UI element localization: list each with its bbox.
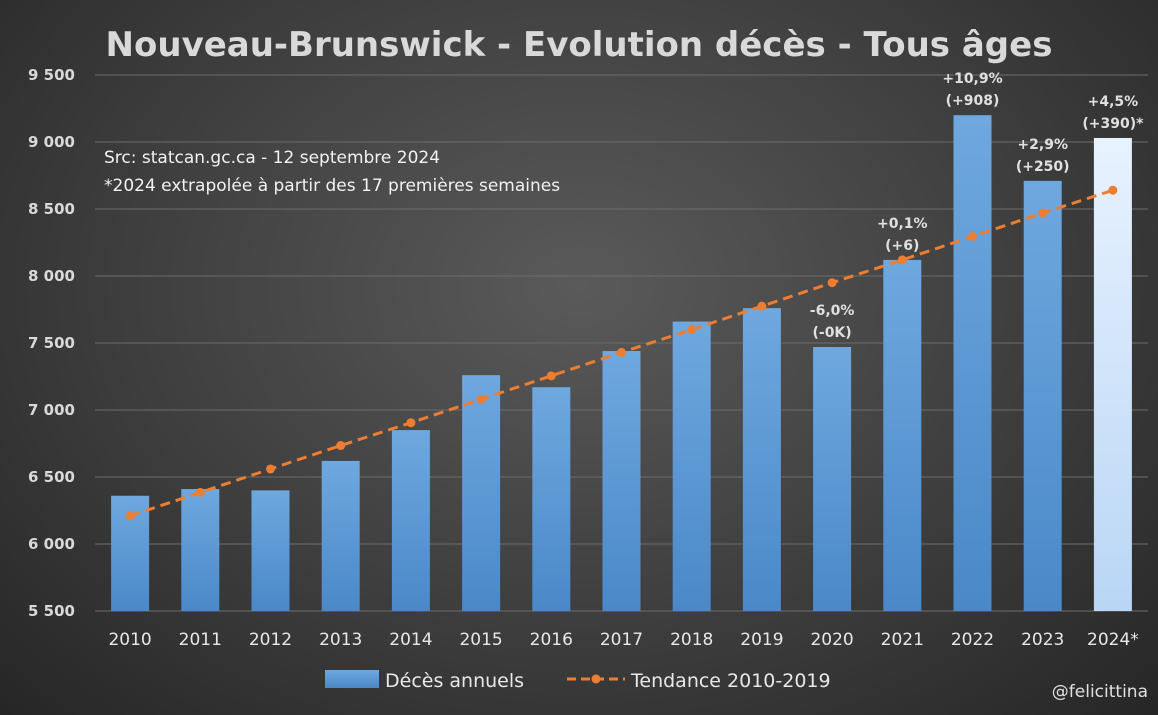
bar xyxy=(1093,137,1132,612)
y-tick-label: 6 000 xyxy=(28,535,75,553)
data-label: (-0K) xyxy=(812,325,851,341)
data-label: (+250) xyxy=(1016,159,1070,175)
x-tick-label: 2023 xyxy=(1021,630,1064,650)
x-tick-label: 2011 xyxy=(179,630,222,650)
x-tick-label: 2012 xyxy=(249,630,292,650)
bar xyxy=(251,490,290,611)
x-tick-label: 2017 xyxy=(600,630,643,650)
bar xyxy=(321,460,360,611)
x-tick-label: 2013 xyxy=(319,630,362,650)
y-tick-label: 7 500 xyxy=(28,334,75,352)
data-labels: -6,0% (-0K) +0,1% (+6) +10,9% (+908) +2,9% (+25… xyxy=(810,71,1144,341)
bar-series xyxy=(111,115,1132,612)
data-label: +10,9% xyxy=(942,71,1002,87)
source-note: Src: statcan.gc.ca - 12 septembre 2024 xyxy=(104,148,440,168)
legend-line-marker xyxy=(591,674,601,684)
bar xyxy=(672,321,711,611)
legend-bar-swatch xyxy=(325,670,379,688)
bar xyxy=(602,351,641,611)
chart-title: Nouveau-Brunswick - Evolution décès - To… xyxy=(106,25,1053,65)
y-tick-label: 8 500 xyxy=(28,200,75,218)
bar xyxy=(953,115,992,611)
legend-bar-label: Décès annuels xyxy=(385,670,524,692)
trend-point xyxy=(897,255,907,265)
y-tick-label: 6 500 xyxy=(28,468,75,486)
data-label: +4,5% xyxy=(1088,94,1139,110)
bar xyxy=(1023,180,1062,612)
trend-point xyxy=(968,231,977,241)
legend: Décès annuels Tendance 2010-2019 xyxy=(325,670,831,692)
x-axis-ticks: 2010 2011 2012 2013 2014 2015 2016 2017 2018 2019… xyxy=(108,630,1138,650)
x-tick-label: 2010 xyxy=(108,630,151,650)
data-label: (+390)* xyxy=(1082,116,1144,132)
x-tick-label: 2015 xyxy=(459,630,502,650)
bar xyxy=(181,489,220,611)
trend-point xyxy=(476,394,486,404)
data-label: -6,0% xyxy=(810,303,855,319)
bar xyxy=(391,430,430,611)
data-label: (+908) xyxy=(946,93,1000,109)
data-label: +2,9% xyxy=(1017,137,1068,153)
trend-point xyxy=(406,418,416,428)
x-tick-label: 2018 xyxy=(670,630,713,650)
x-tick-label: 2019 xyxy=(740,630,783,650)
trend-series xyxy=(125,185,1118,521)
trend-point xyxy=(195,487,205,497)
y-axis-ticks: 5 500 6 000 6 500 7 000 7 500 8 000 8 500 9 000… xyxy=(28,66,75,620)
trend-point xyxy=(266,464,275,474)
bar xyxy=(532,387,571,611)
extrapolation-note: *2024 extrapolée à partir des 17 premièr… xyxy=(104,176,560,196)
trend-point xyxy=(827,278,837,288)
trend-point xyxy=(687,325,697,335)
trend-point xyxy=(546,371,556,381)
author-credit: @felicittina xyxy=(1052,682,1148,702)
bar xyxy=(883,259,922,611)
x-tick-label: 2024* xyxy=(1087,630,1139,650)
legend-line-label: Tendance 2010-2019 xyxy=(630,670,831,692)
trend-point xyxy=(1038,208,1048,218)
x-tick-label: 2021 xyxy=(881,630,924,650)
y-tick-label: 8 000 xyxy=(28,267,75,285)
x-tick-label: 2022 xyxy=(951,630,994,650)
bar xyxy=(813,347,852,611)
bar xyxy=(742,308,781,611)
y-tick-label: 9 500 xyxy=(28,66,75,84)
trend-point xyxy=(757,301,767,311)
trend-point xyxy=(617,347,626,357)
data-label: +0,1% xyxy=(877,216,928,232)
x-tick-label: 2020 xyxy=(810,630,853,650)
bar xyxy=(462,375,501,611)
trend-point xyxy=(336,441,346,451)
x-tick-label: 2016 xyxy=(530,630,573,650)
trend-point xyxy=(125,511,135,521)
data-label: (+6) xyxy=(885,238,919,254)
y-tick-label: 7 000 xyxy=(28,401,75,419)
y-tick-label: 5 500 xyxy=(28,602,75,620)
y-tick-label: 9 000 xyxy=(28,133,75,151)
x-tick-label: 2014 xyxy=(389,630,432,650)
trend-point xyxy=(1108,185,1118,195)
